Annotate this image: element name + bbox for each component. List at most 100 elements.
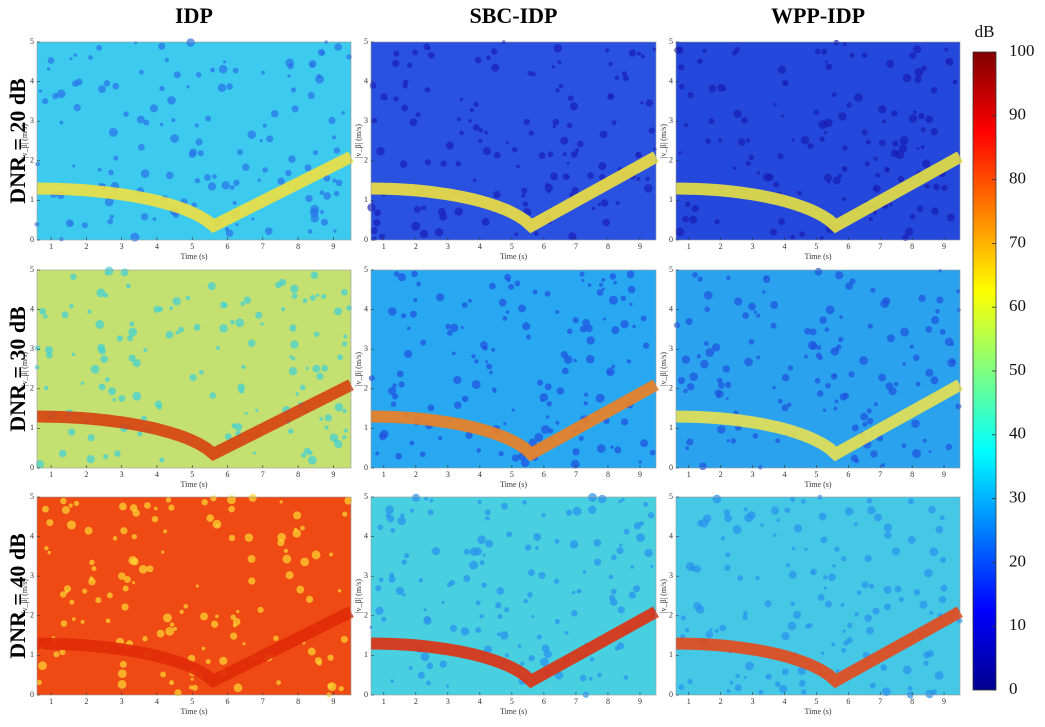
x-tick-label: 4 <box>782 470 786 479</box>
speckle <box>608 295 618 305</box>
speckle <box>605 48 610 53</box>
speckle <box>610 588 617 595</box>
speckle <box>810 568 817 576</box>
speckle <box>219 656 228 665</box>
x-tick-label: 5 <box>190 470 194 479</box>
speckle <box>332 178 337 183</box>
speckle <box>588 505 597 514</box>
speckle <box>479 614 484 619</box>
speckle <box>543 649 553 659</box>
speckle <box>644 548 653 558</box>
speckle <box>708 84 717 93</box>
speckle <box>346 305 352 311</box>
speckle <box>950 359 955 364</box>
x-tick-label: 1 <box>382 470 386 479</box>
x-tick-label: 5 <box>814 697 818 706</box>
speckle <box>807 622 813 628</box>
speckle <box>520 661 525 666</box>
speckle <box>579 325 587 333</box>
speckle <box>261 70 265 75</box>
speckle <box>709 627 713 631</box>
speckle <box>375 451 380 456</box>
speckle <box>608 574 614 580</box>
x-tick-label: 7 <box>574 242 578 251</box>
speckle <box>205 659 211 665</box>
speckle <box>866 408 872 414</box>
speckle <box>130 557 139 566</box>
speckle <box>909 344 914 349</box>
x-tick-label: 7 <box>261 697 265 706</box>
speckle <box>541 513 546 518</box>
speckle <box>387 386 397 396</box>
speckle <box>798 679 806 687</box>
speckle <box>186 85 190 89</box>
speckle <box>59 120 64 125</box>
y-tick-label: 5 <box>30 37 34 46</box>
speckle <box>536 634 542 640</box>
speckle <box>71 617 76 621</box>
x-tick-label: 8 <box>606 242 610 251</box>
speckle <box>758 465 763 470</box>
speckle <box>142 636 148 642</box>
speckle <box>872 184 881 193</box>
speckle <box>912 449 922 459</box>
speckle <box>635 151 642 159</box>
speckle <box>333 190 340 197</box>
speckle <box>842 197 847 202</box>
x-tick-label: 3 <box>751 470 755 479</box>
speckle <box>842 42 847 47</box>
speckle <box>535 546 539 550</box>
speckle <box>633 522 642 530</box>
speckle <box>873 211 877 215</box>
speckle <box>478 128 484 133</box>
speckle <box>581 278 585 282</box>
speckle <box>163 529 168 534</box>
speckle <box>514 232 519 237</box>
speckle <box>191 684 198 691</box>
x-tick-label: 4 <box>155 470 159 479</box>
speckle <box>476 448 482 453</box>
x-tick-label: 8 <box>606 697 610 706</box>
speckle <box>449 624 458 632</box>
speckle <box>719 624 727 632</box>
speckle <box>81 222 88 229</box>
x-tick-label: 6 <box>846 470 850 479</box>
speckle <box>587 283 592 288</box>
speckle <box>152 217 157 221</box>
speckle <box>417 671 426 679</box>
speckle <box>886 334 895 343</box>
speckle <box>925 115 934 124</box>
speckle <box>538 152 546 159</box>
speckle <box>593 558 602 566</box>
speckle <box>68 503 73 508</box>
speckle <box>555 309 560 314</box>
speckle <box>117 679 127 689</box>
speckle <box>460 325 464 330</box>
speckle <box>498 298 507 307</box>
speckle <box>689 565 696 572</box>
speckle <box>201 646 206 651</box>
speckle <box>955 403 962 410</box>
speckle <box>478 138 483 144</box>
x-tick-label: 8 <box>910 470 914 479</box>
speckle <box>173 626 178 631</box>
speckle <box>878 105 887 114</box>
speckle <box>255 408 259 413</box>
speckle <box>956 289 961 294</box>
speckle <box>579 271 585 277</box>
speckle <box>752 433 759 439</box>
speckle <box>467 298 472 303</box>
speckle <box>711 343 721 352</box>
speckle <box>824 327 830 332</box>
speckle <box>723 509 730 516</box>
speckle <box>424 159 432 166</box>
speckle <box>173 71 181 79</box>
speckle <box>814 377 821 384</box>
speckle <box>588 677 593 681</box>
speckle <box>395 586 405 596</box>
speckle <box>927 185 931 189</box>
x-tick-label: 3 <box>120 470 124 479</box>
speckle <box>473 101 479 108</box>
speckle <box>453 401 462 409</box>
x-tick-label: 8 <box>296 697 300 706</box>
